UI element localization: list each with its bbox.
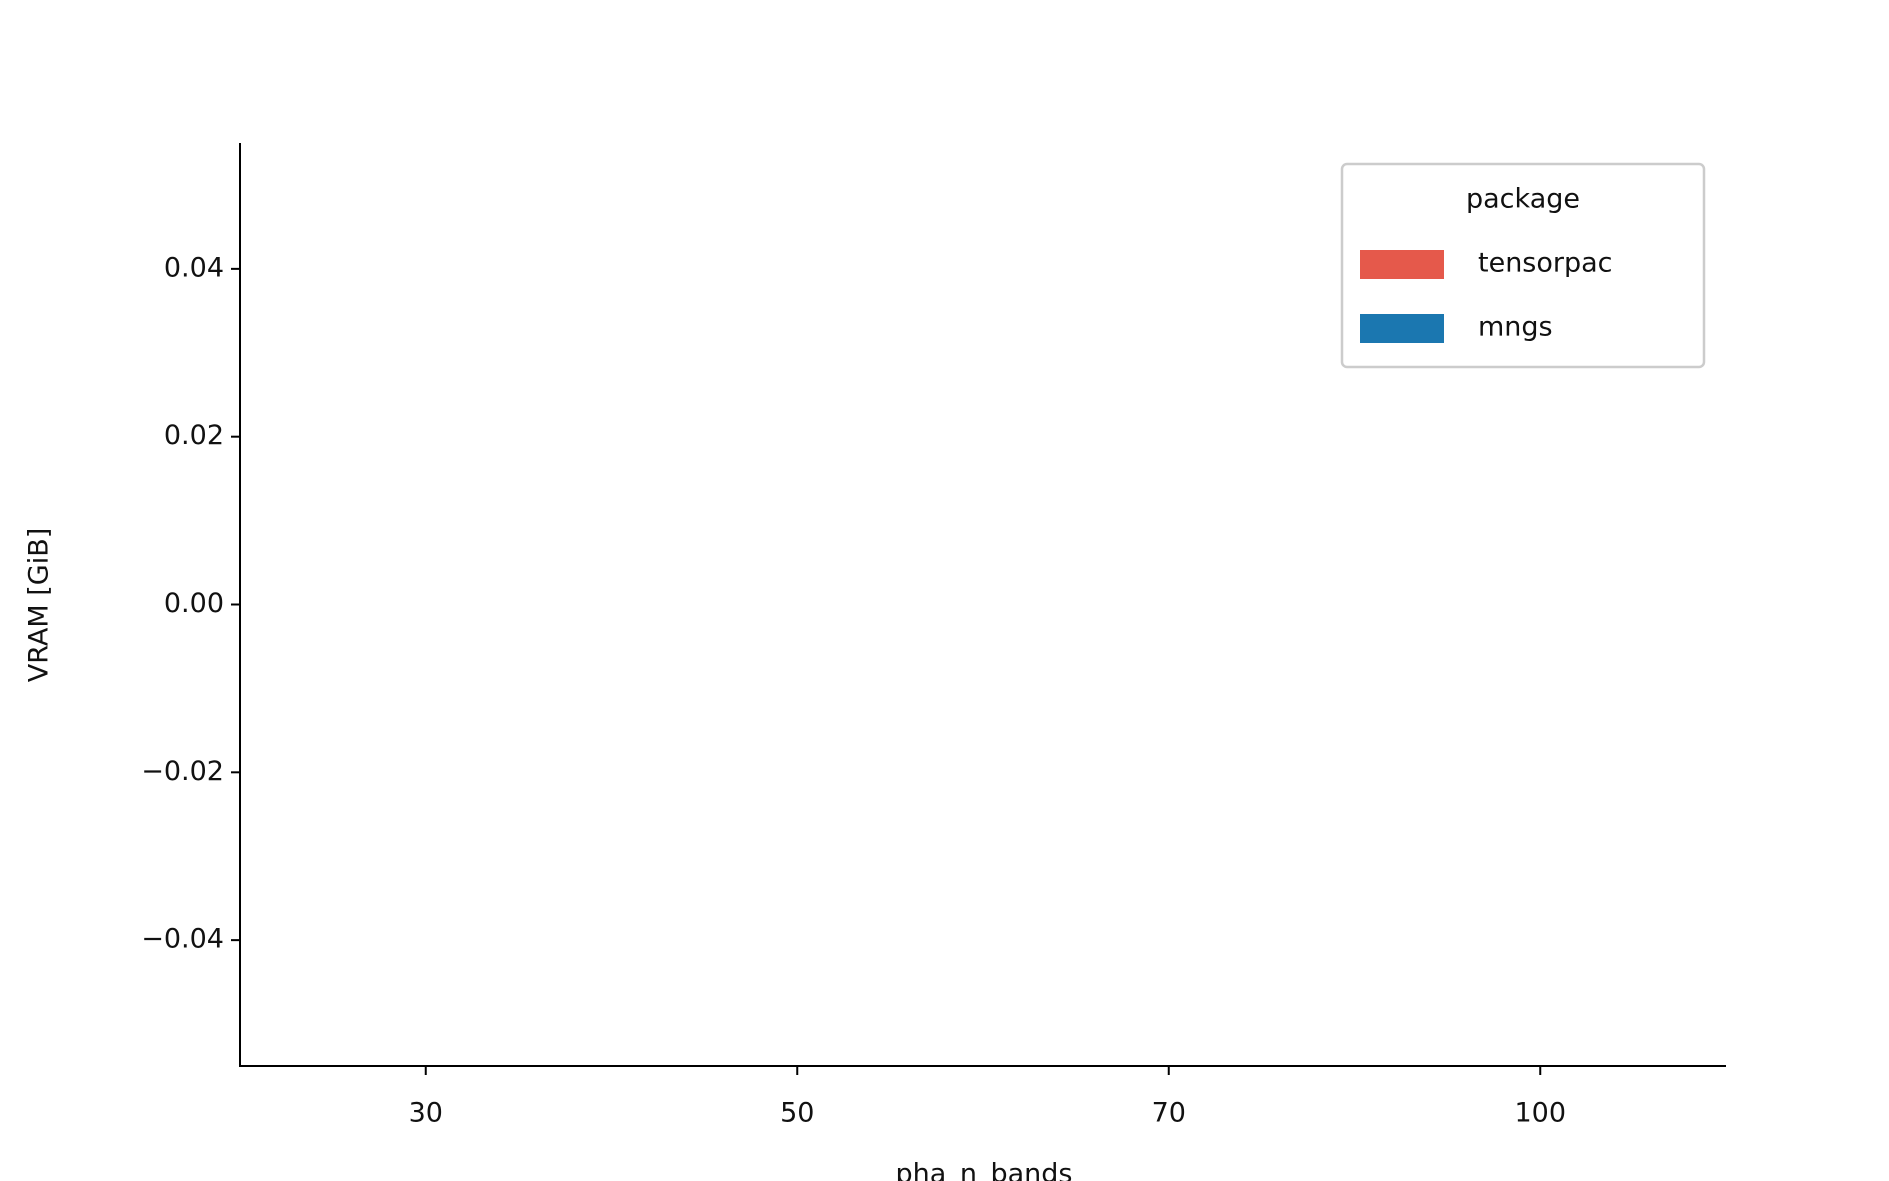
y-tick-label: 0.02 [164,420,224,451]
legend-label: mngs [1478,312,1553,343]
x-axis-label: pha_n_bands [896,1159,1073,1181]
legend-title: package [1466,184,1580,215]
x-tick-label: 70 [1152,1098,1186,1129]
y-tick-label: −0.04 [141,924,224,955]
x-tick-label: 50 [780,1098,814,1129]
legend-swatch [1360,314,1444,343]
x-tick-label: 30 [409,1098,443,1129]
legend-swatch [1360,250,1444,279]
x-tick-label: 100 [1514,1098,1566,1129]
legend-label: tensorpac [1478,248,1613,279]
y-tick-label: 0.04 [164,252,224,283]
y-axis-label: VRAM [GiB] [24,528,55,683]
y-tick-label: 0.00 [164,588,224,619]
y-tick-label: −0.02 [141,756,224,787]
